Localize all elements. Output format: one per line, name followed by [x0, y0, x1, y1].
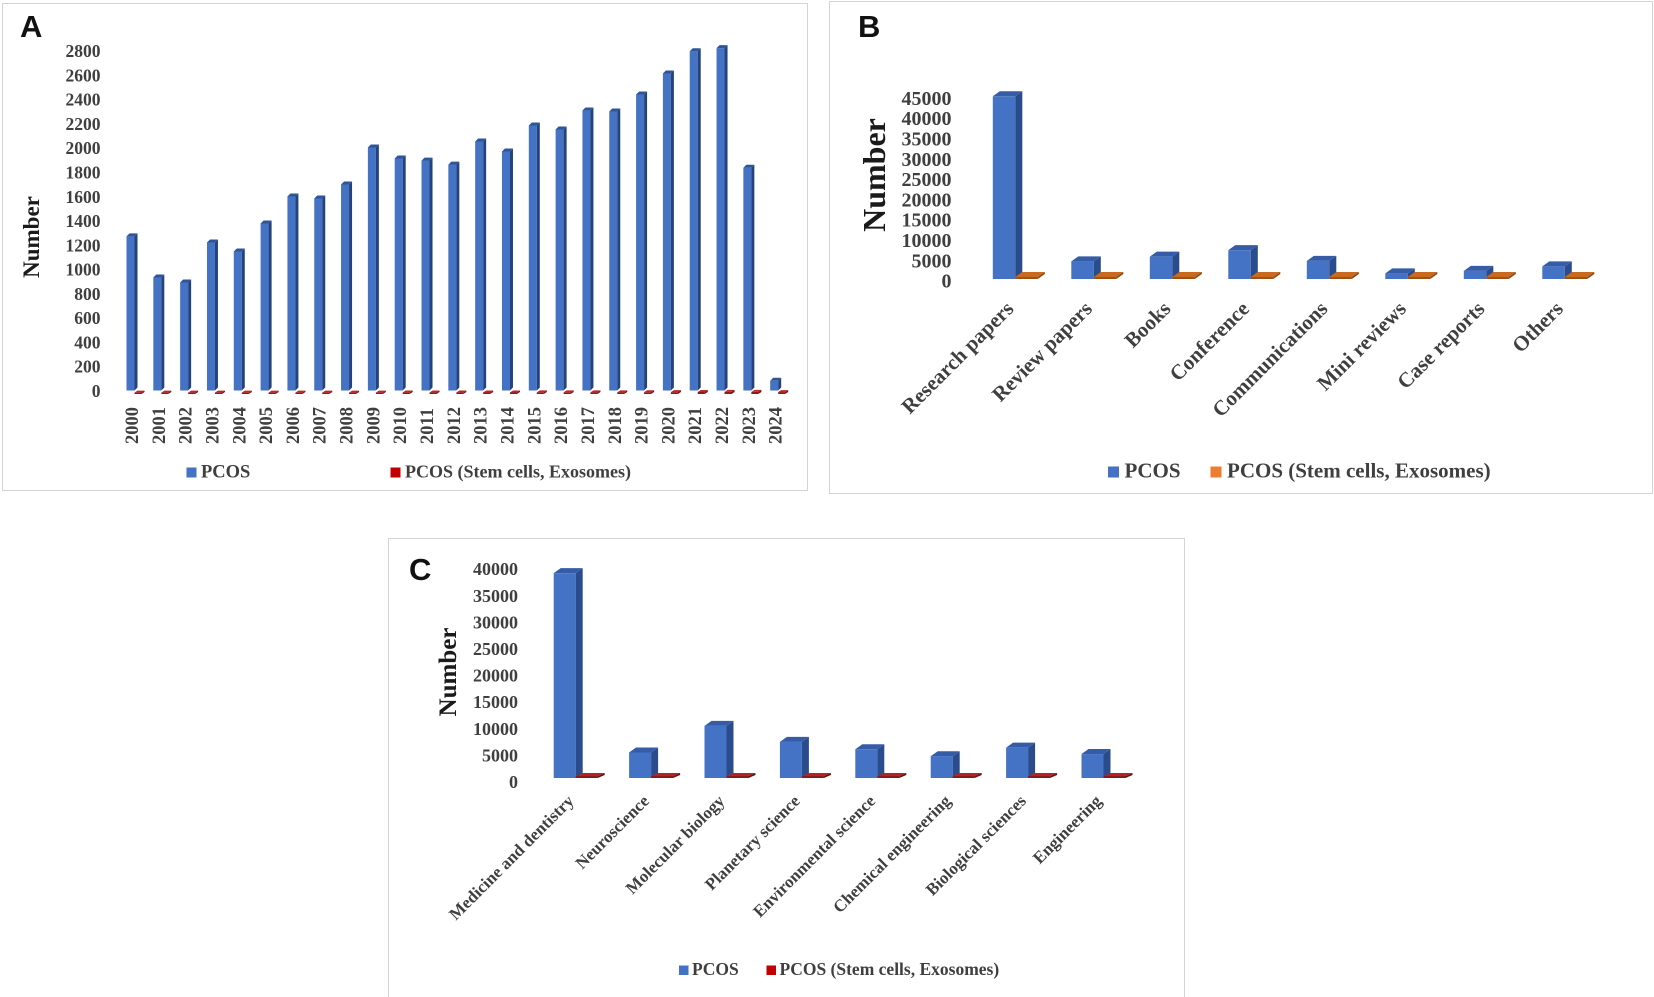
svg-text:C: C — [409, 552, 431, 587]
svg-text:2001: 2001 — [150, 407, 170, 444]
svg-text:2022: 2022 — [713, 407, 733, 444]
svg-text:A: A — [20, 9, 42, 44]
svg-text:2011: 2011 — [418, 408, 438, 444]
svg-text:PCOS (Stem cells, Exosomes): PCOS (Stem cells, Exosomes) — [780, 959, 1000, 979]
svg-text:2010: 2010 — [391, 407, 411, 444]
svg-text:25000: 25000 — [473, 639, 518, 659]
svg-text:1400: 1400 — [66, 211, 101, 231]
svg-text:2003: 2003 — [204, 407, 224, 444]
svg-text:2009: 2009 — [364, 407, 384, 444]
svg-text:2000: 2000 — [123, 407, 143, 444]
svg-text:2020: 2020 — [659, 407, 679, 444]
svg-text:2008: 2008 — [338, 407, 358, 444]
svg-text:0: 0 — [92, 381, 101, 401]
svg-text:15000: 15000 — [902, 210, 952, 232]
svg-text:2600: 2600 — [66, 65, 101, 85]
svg-text:Number: Number — [435, 628, 462, 717]
svg-text:2000: 2000 — [66, 138, 101, 158]
svg-text:1200: 1200 — [66, 235, 101, 255]
svg-text:5000: 5000 — [912, 250, 952, 272]
svg-text:1600: 1600 — [66, 187, 101, 207]
svg-text:200: 200 — [74, 357, 101, 377]
svg-text:25000: 25000 — [902, 169, 952, 191]
svg-text:0: 0 — [509, 772, 518, 792]
svg-text:2800: 2800 — [66, 41, 101, 61]
svg-text:PCOS: PCOS — [1125, 459, 1181, 483]
svg-text:2017: 2017 — [579, 407, 599, 444]
svg-text:2015: 2015 — [525, 407, 545, 444]
svg-text:B: B — [858, 9, 880, 44]
svg-text:2005: 2005 — [257, 407, 277, 444]
svg-text:Number: Number — [856, 118, 892, 232]
svg-text:2016: 2016 — [552, 407, 572, 444]
svg-text:2023: 2023 — [740, 407, 760, 444]
svg-text:2002: 2002 — [177, 407, 197, 444]
svg-text:PCOS (Stem cells, Exosomes): PCOS (Stem cells, Exosomes) — [1227, 459, 1491, 483]
svg-text:35000: 35000 — [902, 129, 952, 151]
svg-text:2200: 2200 — [66, 114, 101, 134]
svg-text:600: 600 — [74, 308, 101, 328]
svg-text:1000: 1000 — [66, 260, 101, 280]
svg-text:2007: 2007 — [311, 407, 331, 444]
svg-text:30000: 30000 — [473, 612, 518, 632]
svg-text:30000: 30000 — [902, 149, 952, 171]
svg-text:400: 400 — [74, 332, 101, 352]
svg-text:2006: 2006 — [284, 407, 304, 444]
svg-text:20000: 20000 — [473, 666, 518, 686]
svg-text:800: 800 — [74, 284, 101, 304]
svg-text:10000: 10000 — [902, 230, 952, 252]
svg-text:2400: 2400 — [66, 90, 101, 110]
svg-text:40000: 40000 — [902, 108, 952, 130]
svg-text:2014: 2014 — [499, 407, 519, 444]
svg-text:45000: 45000 — [902, 88, 952, 110]
svg-text:PCOS: PCOS — [692, 959, 739, 979]
svg-text:5000: 5000 — [482, 745, 518, 765]
svg-text:2004: 2004 — [230, 407, 250, 444]
svg-text:2019: 2019 — [633, 407, 653, 444]
svg-text:PCOS (Stem cells, Exosomes): PCOS (Stem cells, Exosomes) — [405, 462, 631, 483]
svg-text:40000: 40000 — [473, 559, 518, 579]
svg-text:2024: 2024 — [767, 407, 787, 444]
svg-text:35000: 35000 — [473, 586, 518, 606]
svg-text:2018: 2018 — [606, 407, 626, 444]
svg-text:2012: 2012 — [445, 407, 465, 444]
svg-text:1800: 1800 — [66, 163, 101, 183]
svg-text:2021: 2021 — [686, 407, 706, 444]
svg-text:20000: 20000 — [902, 189, 952, 211]
svg-text:0: 0 — [942, 271, 952, 293]
svg-text:15000: 15000 — [473, 692, 518, 712]
svg-text:Number: Number — [19, 196, 44, 278]
svg-text:10000: 10000 — [473, 719, 518, 739]
svg-text:2013: 2013 — [472, 407, 492, 444]
svg-text:PCOS: PCOS — [201, 463, 250, 483]
